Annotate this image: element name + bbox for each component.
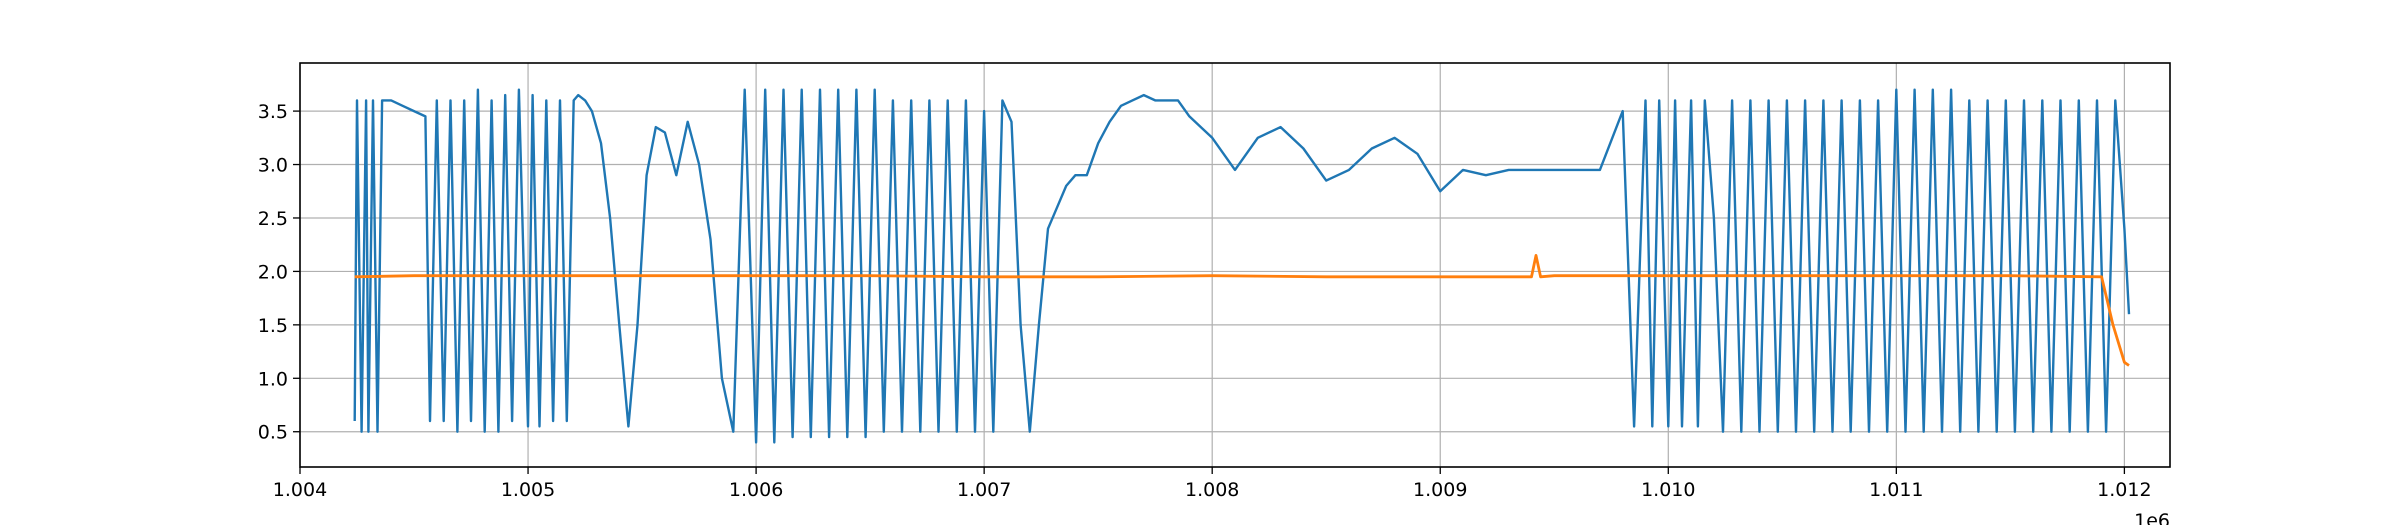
- x-axis-offset-label: 1e6: [2134, 510, 2170, 525]
- y-tick-label: 3.5: [258, 101, 288, 123]
- y-tick-label: 0.5: [258, 422, 288, 444]
- y-axis: 0.5 1.0 1.5 2.0 2.5 3.0 3.5: [258, 101, 300, 444]
- y-tick-label: 1.5: [258, 315, 288, 337]
- y-tick-label: 2.0: [258, 261, 288, 283]
- x-tick-label: 1.010: [1641, 479, 1695, 501]
- x-axis: 1.004 1.005 1.006 1.007 1.008 1.009 1.010 1.011…: [273, 467, 2152, 501]
- x-tick-label: 1.005: [501, 479, 555, 501]
- x-tick-label: 1.006: [729, 479, 783, 501]
- series-line-1: [353, 88, 2131, 444]
- y-tick-label: 2.5: [258, 208, 288, 230]
- series-layer: [353, 88, 2131, 444]
- x-tick-label: 1.008: [1185, 479, 1239, 501]
- x-tick-label: 1.009: [1413, 479, 1467, 501]
- series-line-2: [354, 253, 2130, 367]
- gridlines: [299, 63, 2170, 467]
- x-tick-label: 1.012: [2097, 479, 2151, 501]
- x-tick-label: 1.007: [957, 479, 1011, 501]
- x-tick-label: 1.011: [1869, 479, 1923, 501]
- y-tick-label: 1.0: [258, 368, 288, 390]
- plot-area-frame: [299, 62, 2171, 468]
- x-tick-label: 1.004: [273, 479, 327, 501]
- y-tick-label: 3.0: [258, 155, 288, 177]
